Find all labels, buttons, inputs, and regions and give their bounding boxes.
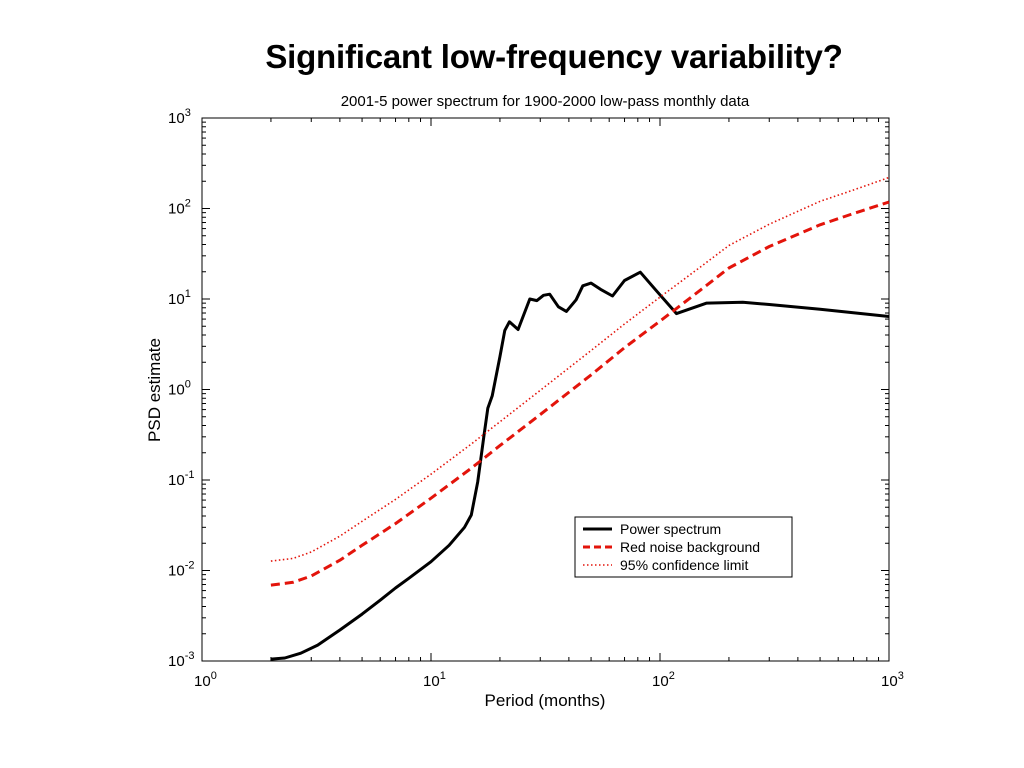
legend-label: 95% confidence limit — [620, 557, 749, 573]
x-axis-label: Period (months) — [485, 691, 606, 710]
y-tick-label: 10-1 — [168, 469, 194, 489]
y-tick-label: 102 — [168, 198, 191, 218]
legend-label: Power spectrum — [620, 521, 721, 537]
series-line-power-spectrum — [270, 270, 890, 661]
x-tick-label: 101 — [423, 670, 446, 690]
legend: Power spectrum Red noise background 95% co… — [574, 516, 793, 578]
y-tick-label: 10-3 — [168, 650, 194, 670]
series-line-red-noise-background — [270, 200, 890, 587]
plot-title: 2001-5 power spectrum for 1900-2000 low-… — [341, 93, 750, 110]
x-tick-label: 100 — [194, 670, 217, 690]
y-axis-label: PSD estimate — [145, 338, 164, 442]
x-tick-label: 103 — [881, 670, 904, 690]
series-layer — [270, 176, 890, 661]
axis-ticks — [201, 117, 890, 662]
y-axis-tick-labels: 10-3 10-2 10-1 100 101 102 103 — [168, 107, 194, 670]
legend-label: Red noise background — [620, 539, 760, 555]
x-axis-tick-labels: 100 101 102 103 — [194, 670, 904, 690]
x-tick-label: 102 — [652, 670, 675, 690]
y-tick-label: 100 — [168, 379, 191, 399]
slide-title: Significant low-frequency variability? — [265, 38, 843, 75]
y-tick-label: 101 — [168, 288, 191, 308]
y-tick-label: 10-2 — [168, 560, 194, 580]
y-tick-label: 103 — [168, 107, 191, 127]
